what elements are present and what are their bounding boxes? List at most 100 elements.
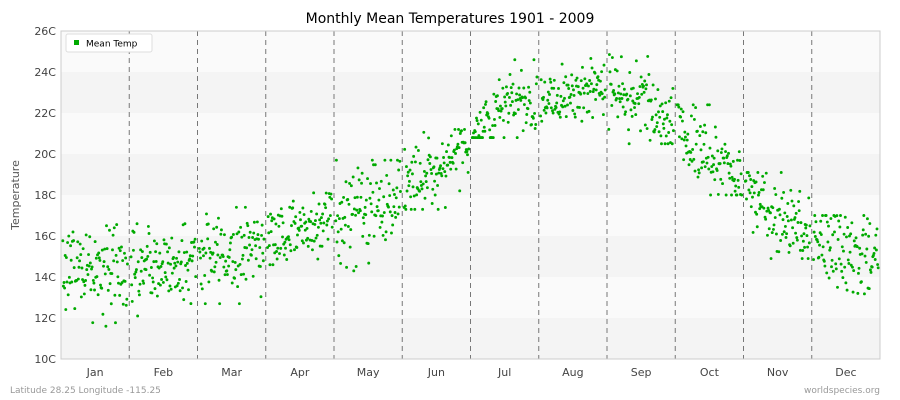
data-point	[302, 241, 305, 245]
data-point	[703, 165, 707, 169]
data-point	[324, 191, 328, 195]
data-point	[801, 239, 805, 243]
data-point	[170, 236, 174, 240]
data-point	[231, 260, 235, 263]
data-point	[751, 195, 754, 199]
data-point	[266, 215, 270, 219]
data-point	[161, 260, 165, 264]
data-point	[646, 54, 650, 58]
data-point	[225, 273, 229, 276]
data-point	[242, 233, 246, 237]
data-point	[720, 147, 724, 151]
data-point	[526, 107, 530, 111]
data-point	[304, 220, 308, 224]
data-point	[600, 92, 604, 96]
data-point	[650, 118, 654, 121]
data-point	[724, 150, 727, 153]
data-point	[723, 142, 727, 146]
data-point	[722, 156, 726, 160]
data-point	[848, 250, 852, 254]
data-point	[129, 255, 133, 259]
y-tick-labels: 10C 12C 14C 16C 18C 20C 22C 24C 26C	[34, 25, 56, 366]
data-point	[382, 195, 386, 199]
data-point	[800, 234, 804, 238]
data-point	[182, 298, 186, 302]
data-point	[631, 86, 635, 90]
data-point	[178, 278, 181, 281]
data-point	[630, 114, 634, 118]
data-point	[356, 166, 360, 170]
data-point	[857, 266, 861, 270]
data-point	[762, 206, 766, 210]
data-point	[347, 202, 351, 206]
data-point	[782, 230, 786, 234]
data-point	[767, 227, 771, 231]
data-point	[639, 129, 642, 133]
data-point	[559, 94, 563, 98]
data-point	[159, 265, 163, 268]
data-point	[839, 262, 843, 266]
data-point	[626, 97, 630, 101]
data-point	[688, 158, 692, 161]
data-point	[713, 125, 717, 129]
data-point	[699, 148, 703, 152]
legend-swatch	[74, 40, 79, 45]
data-point	[534, 123, 538, 126]
data-point	[72, 239, 76, 243]
data-point	[105, 224, 108, 228]
data-point	[101, 312, 105, 316]
data-point	[860, 252, 864, 256]
data-point	[282, 253, 286, 257]
plot-frame	[60, 30, 881, 360]
data-point	[727, 171, 731, 175]
data-point	[75, 256, 79, 260]
data-point	[563, 96, 566, 100]
data-point	[412, 154, 416, 158]
data-point	[504, 104, 508, 108]
data-point	[410, 160, 414, 164]
data-point	[868, 222, 872, 225]
data-point	[481, 136, 484, 140]
data-point	[784, 236, 788, 239]
data-point	[149, 266, 153, 269]
data-point	[625, 92, 629, 96]
data-point	[142, 281, 146, 285]
data-point	[557, 112, 561, 116]
data-point	[532, 58, 536, 62]
data-point	[799, 221, 803, 225]
data-point	[639, 75, 643, 79]
data-point	[64, 256, 68, 259]
data-point	[445, 150, 448, 154]
data-point	[728, 176, 732, 180]
data-point	[405, 189, 409, 193]
data-point	[654, 97, 657, 101]
data-point	[231, 233, 235, 236]
data-point	[249, 253, 253, 257]
data-point	[267, 231, 271, 235]
data-point	[95, 275, 99, 279]
data-point	[363, 205, 367, 209]
data-point	[669, 96, 673, 100]
data-point	[67, 275, 71, 279]
data-point	[588, 90, 592, 93]
data-point	[502, 136, 506, 140]
data-point	[244, 277, 248, 281]
data-point	[875, 227, 879, 231]
data-point	[137, 293, 141, 297]
data-point	[603, 95, 607, 99]
data-point	[836, 237, 840, 241]
data-point	[642, 90, 646, 94]
data-point	[867, 287, 871, 291]
data-point	[379, 179, 383, 183]
data-point	[466, 170, 470, 174]
data-point	[152, 260, 156, 264]
data-point	[364, 198, 368, 202]
data-point	[78, 242, 82, 246]
data-point	[620, 97, 624, 100]
data-point	[114, 253, 118, 257]
data-point	[549, 106, 553, 110]
data-point	[588, 79, 592, 82]
data-point	[800, 257, 804, 260]
data-point	[204, 251, 208, 255]
data-point	[636, 92, 639, 96]
